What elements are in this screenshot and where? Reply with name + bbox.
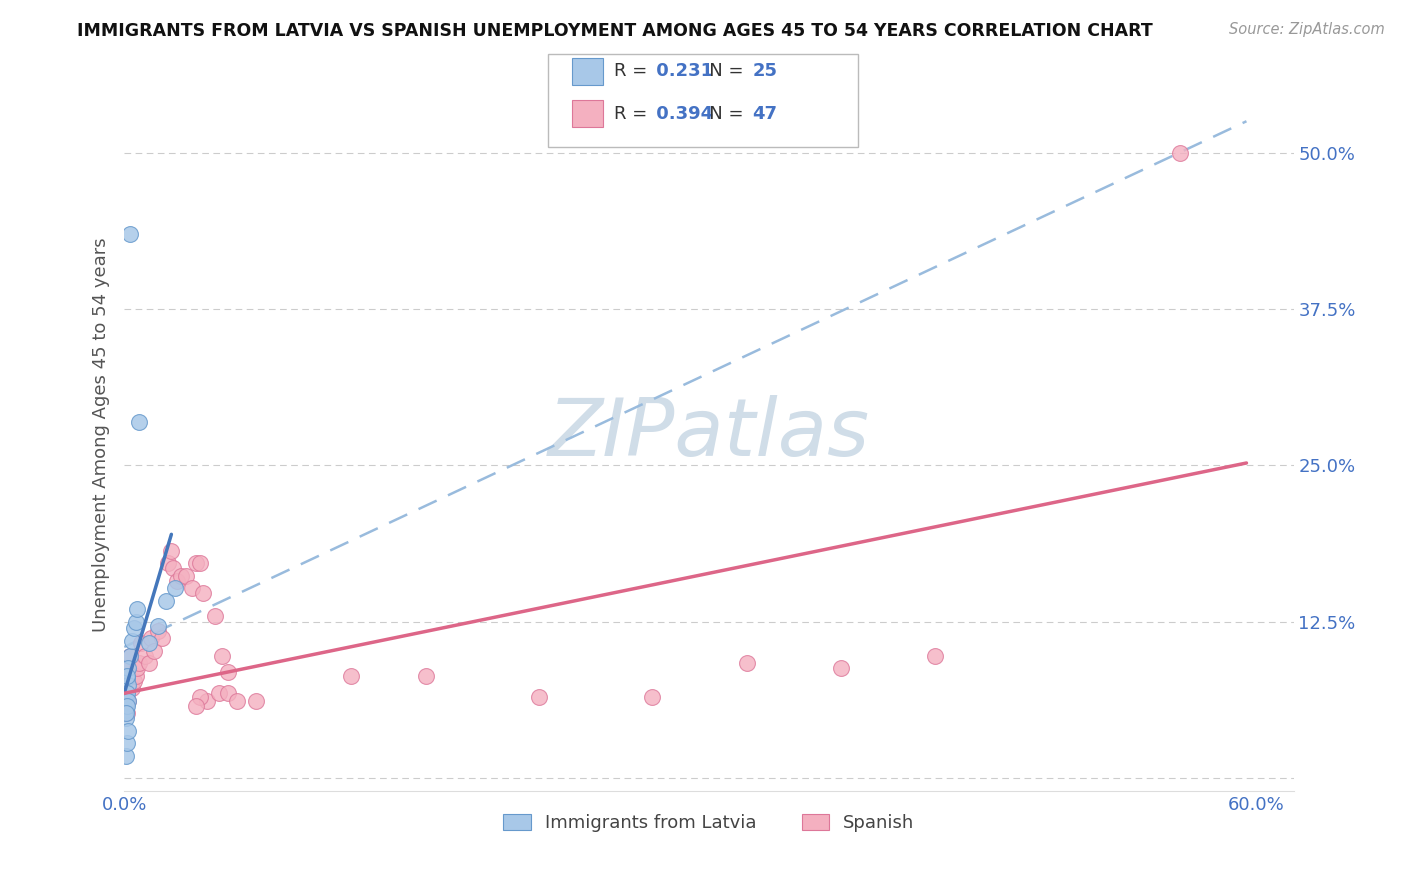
Point [115, 669, 138, 683]
Point [641, 690, 664, 704]
Point [117, 694, 139, 708]
Point [211, 648, 233, 663]
Point [122, 621, 145, 635]
Point [166, 574, 188, 588]
Point [415, 669, 437, 683]
Point [245, 694, 267, 708]
Point [146, 624, 169, 638]
Point [139, 632, 162, 646]
Point [129, 636, 152, 650]
Point [124, 615, 146, 629]
Point [118, 227, 141, 241]
Point [339, 669, 361, 683]
Point [207, 686, 229, 700]
Point [193, 586, 215, 600]
Text: 25: 25 [752, 62, 778, 80]
Point [117, 661, 139, 675]
Point [115, 690, 138, 704]
Point [527, 690, 550, 704]
Point [128, 415, 150, 429]
Point [122, 673, 145, 688]
Point [146, 618, 169, 632]
Text: N =: N = [692, 104, 749, 123]
Point [121, 633, 143, 648]
Point [115, 671, 138, 685]
Point [127, 661, 149, 675]
Point [118, 648, 141, 663]
Point [115, 677, 138, 691]
Point [830, 661, 852, 675]
Point [188, 690, 211, 704]
Point [1170, 145, 1192, 160]
Point [924, 648, 946, 663]
Point [115, 698, 138, 713]
Point [115, 711, 138, 725]
Point [115, 736, 138, 750]
Point [115, 698, 138, 713]
Point [184, 698, 207, 713]
Text: R =: R = [614, 104, 654, 123]
Point [150, 632, 173, 646]
Legend: Immigrants from Latvia, Spanish: Immigrants from Latvia, Spanish [496, 806, 921, 839]
Point [155, 593, 177, 607]
Point [170, 568, 193, 582]
Point [138, 657, 160, 671]
Point [735, 657, 758, 671]
Point [181, 581, 204, 595]
Point [121, 681, 143, 696]
Point [117, 723, 139, 738]
Point [217, 665, 239, 679]
Point [143, 644, 166, 658]
Point [195, 694, 218, 708]
Point [124, 669, 146, 683]
Y-axis label: Unemployment Among Ages 45 to 54 years: Unemployment Among Ages 45 to 54 years [93, 237, 110, 632]
Point [184, 556, 207, 570]
Point [162, 561, 184, 575]
Point [117, 661, 139, 675]
Point [160, 543, 183, 558]
Point [115, 686, 138, 700]
Point [134, 648, 156, 663]
Point [217, 686, 239, 700]
Point [115, 706, 138, 721]
Point [115, 686, 138, 700]
Point [188, 556, 211, 570]
Text: N =: N = [692, 62, 749, 80]
Point [138, 636, 160, 650]
Point [128, 657, 150, 671]
Point [127, 602, 149, 616]
Text: IMMIGRANTS FROM LATVIA VS SPANISH UNEMPLOYMENT AMONG AGES 45 TO 54 YEARS CORRELA: IMMIGRANTS FROM LATVIA VS SPANISH UNEMPL… [77, 22, 1153, 40]
Point [118, 648, 141, 663]
Text: R =: R = [614, 62, 654, 80]
Text: ZIPatlas: ZIPatlas [548, 395, 870, 473]
Point [117, 694, 139, 708]
Text: 0.394: 0.394 [650, 104, 713, 123]
Text: 47: 47 [752, 104, 778, 123]
Point [115, 706, 138, 721]
Text: 0.231: 0.231 [650, 62, 713, 80]
Point [156, 556, 179, 570]
Point [204, 608, 226, 623]
Point [226, 694, 249, 708]
Point [165, 581, 187, 595]
Point [115, 748, 138, 763]
Point [115, 702, 138, 716]
Text: Source: ZipAtlas.com: Source: ZipAtlas.com [1229, 22, 1385, 37]
Point [117, 677, 139, 691]
Point [176, 568, 198, 582]
